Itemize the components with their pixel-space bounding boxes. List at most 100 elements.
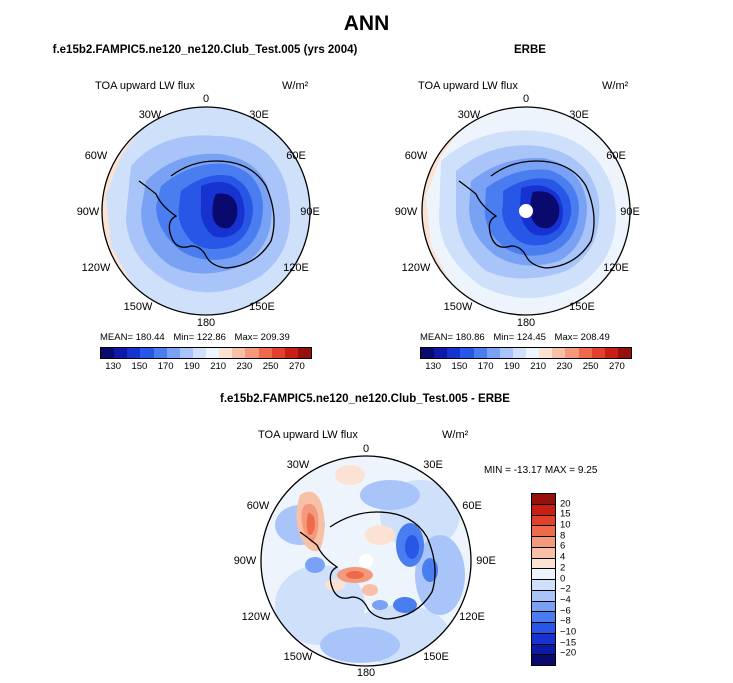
model-coastline <box>138 160 275 269</box>
colorbar-cell <box>486 348 500 358</box>
colorbar-tick-label: 170 <box>157 361 174 372</box>
lon-label: 30W <box>286 459 310 471</box>
colorbar-tick-label: 270 <box>608 361 625 372</box>
panel-diff-units: W/m² <box>442 429 469 441</box>
colorbar-cell <box>539 348 553 358</box>
panel-model-map <box>101 106 311 316</box>
colorbar-cell <box>434 348 448 358</box>
lon-label: 180 <box>516 317 536 329</box>
lon-label: 0 <box>202 93 210 105</box>
colorbar-cell <box>245 348 259 358</box>
colorbar-tick-label: −15 <box>560 637 577 649</box>
colorbar-cell <box>532 655 555 665</box>
lon-label: 120E <box>283 262 309 274</box>
colorbar-tick-label: 6 <box>560 540 566 552</box>
colorbar-cell <box>532 547 555 559</box>
colorbar-cell <box>192 348 206 358</box>
panel-obs-colorbar <box>420 347 632 359</box>
colorbar-cell <box>284 348 298 358</box>
lon-label: 30E <box>423 459 443 471</box>
panel-obs-title: ERBE <box>514 44 546 56</box>
colorbar-cell <box>153 348 167 358</box>
colorbar-tick-label: 4 <box>560 551 566 563</box>
colorbar-tick-label: −8 <box>560 615 571 627</box>
colorbar-tick-label: 230 <box>236 361 253 372</box>
colorbar-tick-label: 8 <box>560 530 566 542</box>
lon-label: 120E <box>459 611 485 623</box>
colorbar-tick-label: 250 <box>582 361 599 372</box>
colorbar-cell <box>617 348 631 358</box>
colorbar-cell <box>552 348 566 358</box>
colorbar-cell <box>591 348 605 358</box>
colorbar-cell <box>532 537 555 548</box>
colorbar-tick-label: 190 <box>503 361 520 372</box>
colorbar-cell <box>532 580 555 591</box>
colorbar-cell <box>206 348 220 358</box>
lon-label: 60W <box>404 150 428 162</box>
panel-model-variable: TOA upward LW flux <box>95 80 195 92</box>
lon-label: 120W <box>241 611 271 623</box>
colorbar-cell <box>179 348 193 358</box>
panel-obs-map <box>421 106 631 316</box>
diff-pole-hole <box>359 554 373 568</box>
colorbar-cell <box>473 348 487 358</box>
colorbar-cell <box>114 348 128 358</box>
colorbar-cell <box>532 504 555 516</box>
colorbar-cell <box>532 558 555 570</box>
colorbar-cell <box>532 515 555 527</box>
lon-label: 90E <box>620 206 640 218</box>
lon-label: 60E <box>462 500 482 512</box>
lon-label: 60W <box>84 150 108 162</box>
panel-diff-title: f.e15b2.FAMPIC5.ne120_ne120.Club_Test.00… <box>220 393 510 405</box>
lon-label: 120W <box>81 262 111 274</box>
lon-label: 150E <box>423 651 449 663</box>
obs-coastline <box>458 160 595 269</box>
panel-diff-variable: TOA upward LW flux <box>258 429 358 441</box>
lon-label: 120W <box>401 262 431 274</box>
colorbar-tick-label: 270 <box>288 361 305 372</box>
colorbar-tick-label: 20 <box>560 498 571 510</box>
colorbar-cell <box>460 348 474 358</box>
colorbar-cell <box>447 348 461 358</box>
panel-diff-minmax: MIN = -13.17 MAX = 9.25 <box>484 465 598 476</box>
colorbar-cell <box>532 526 555 537</box>
lon-label: 150E <box>569 301 595 313</box>
colorbar-cell <box>565 348 579 358</box>
min-stat: Min= 124.45 <box>493 332 546 343</box>
colorbar-tick-label: 130 <box>105 361 122 372</box>
colorbar-cell <box>578 348 592 358</box>
colorbar-cell <box>604 348 618 358</box>
lon-label: 90W <box>76 206 100 218</box>
mean-stat: MEAN= 180.44 <box>100 332 165 343</box>
lon-label: 90E <box>300 206 320 218</box>
colorbar-tick-label: −2 <box>560 583 571 595</box>
lon-label: 90W <box>233 555 257 567</box>
colorbar-tick-label: 250 <box>262 361 279 372</box>
colorbar-tick-label: 210 <box>210 361 227 372</box>
panel-model-stats: MEAN= 180.44 Min= 122.86 Max= 209.39 <box>100 332 296 343</box>
lon-label: 180 <box>356 667 376 679</box>
panel-obs-variable: TOA upward LW flux <box>418 80 518 92</box>
colorbar-cell <box>532 494 555 505</box>
lon-label: 90E <box>476 555 496 567</box>
lon-label: 30W <box>457 109 481 121</box>
colorbar-tick-label: 2 <box>560 562 566 574</box>
min-stat: Min= 122.86 <box>173 332 226 343</box>
panel-model-title: f.e15b2.FAMPIC5.ne120_ne120.Club_Test.00… <box>52 44 358 56</box>
obs-pole-hole <box>519 204 533 218</box>
lon-label: 60E <box>606 150 626 162</box>
max-stat: Max= 209.39 <box>234 332 290 343</box>
colorbar-cell <box>166 348 180 358</box>
colorbar-cell <box>140 348 154 358</box>
colorbar-tick-label: 150 <box>451 361 468 372</box>
colorbar-tick-label: −4 <box>560 594 571 606</box>
colorbar-cell <box>101 348 115 358</box>
colorbar-tick-label: 130 <box>425 361 442 372</box>
colorbar-cell <box>532 601 555 613</box>
colorbar-cell <box>532 590 555 602</box>
colorbar-cell <box>532 644 555 656</box>
colorbar-cell <box>297 348 311 358</box>
colorbar-cell <box>232 348 246 358</box>
lon-label: 150W <box>123 301 153 313</box>
lon-label: 150W <box>283 651 313 663</box>
